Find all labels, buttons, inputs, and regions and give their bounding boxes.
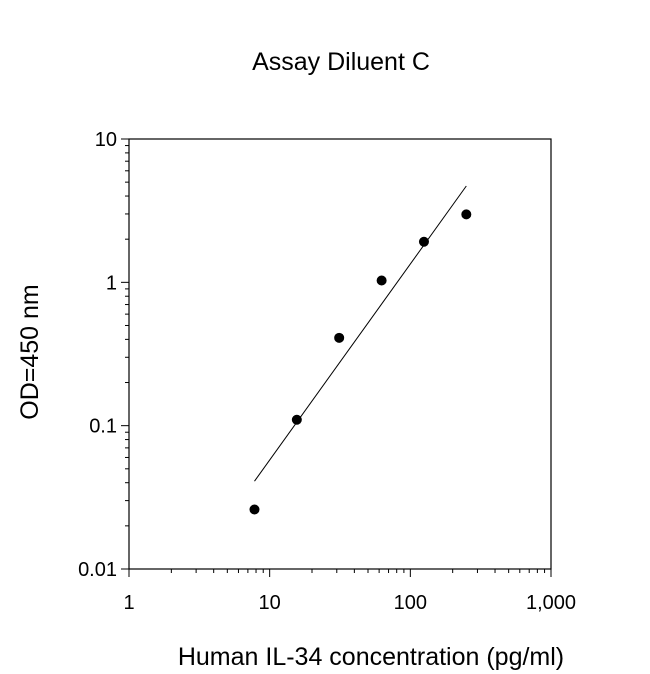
data-point [376,275,387,286]
x-tick-label: 100 [394,592,427,614]
data-point [461,209,472,220]
data-point [291,414,302,425]
y-tick-label: 0.01 [78,559,117,581]
plot-area: 1 10 100 1,000 0.01 0.1 1 10 [78,129,576,614]
data-point [418,236,429,247]
y-tick-label: 1 [106,272,117,294]
y-tick-label: 10 [95,129,117,151]
x-tick-label: 1 [123,592,134,614]
y-tick-label: 0.1 [89,416,117,438]
x-tick-label: 1,000 [526,592,576,614]
data-point [249,504,260,515]
data-point [334,332,345,343]
chart-title: Assay Diluent C [252,48,430,76]
y-axis-label: OD=450 nm [16,284,44,420]
x-tick-label: 10 [259,592,281,614]
fit-line [254,185,467,482]
x-axis-label: Human IL-34 concentration (pg/ml) [178,643,564,671]
plot-frame [128,138,552,570]
